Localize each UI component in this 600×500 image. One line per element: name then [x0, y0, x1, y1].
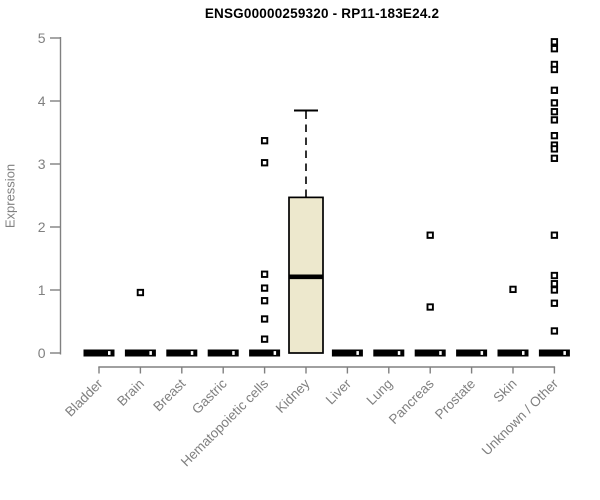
x-tick-label-brain: Brain — [114, 376, 147, 409]
outlier-unknown-other — [550, 327, 559, 335]
zero-box-notch-brain — [149, 351, 152, 355]
zero-box-notch-hematopoietic-cells — [273, 351, 277, 355]
y-axis-tick-label: 0 — [38, 345, 46, 361]
zero-box-notch-bladder — [108, 351, 111, 355]
outlier-hematopoietic-cells — [260, 159, 269, 167]
zero-box-unknown-other — [538, 349, 570, 357]
outlier-hematopoietic-cells — [260, 284, 269, 292]
outlier-hematopoietic-cells — [260, 270, 269, 278]
y-axis-tick-label: 3 — [38, 156, 46, 172]
zero-box-notch-breast — [190, 351, 194, 355]
zero-box-prostate — [456, 349, 488, 357]
outlier-unknown-other — [550, 131, 559, 140]
outlier-unknown-other — [550, 299, 559, 307]
x-tick-label-skin: Skin — [490, 376, 519, 405]
outlier-unknown-other — [550, 145, 559, 153]
zero-box-notch-gastric — [232, 351, 235, 355]
zero-box-liver — [331, 349, 363, 357]
x-tick-label-lung: Lung — [364, 376, 396, 408]
outlier-unknown-other — [550, 45, 559, 53]
outlier-hematopoietic-cells — [260, 137, 269, 145]
x-tick-label-unknown-other: Unknown / Other — [479, 376, 562, 459]
x-tick-label-breast: Breast — [150, 376, 188, 414]
zero-box-bladder — [83, 349, 115, 357]
outlier-unknown-other — [550, 286, 559, 294]
x-tick-label-kidney: Kidney — [273, 376, 313, 416]
zero-box-brain — [124, 349, 156, 357]
outlier-brain — [136, 288, 145, 297]
outlier-unknown-other — [550, 116, 559, 124]
outlier-unknown-other — [550, 271, 559, 280]
outlier-skin — [509, 285, 517, 294]
outlier-unknown-other — [550, 99, 559, 107]
zero-box-hematopoietic-cells — [249, 349, 281, 357]
outlier-unknown-other — [550, 65, 559, 74]
zero-box-pancreas — [414, 349, 446, 357]
outlier-hematopoietic-cells — [260, 297, 269, 305]
outlier-pancreas — [426, 231, 434, 239]
outlier-unknown-other — [550, 231, 559, 239]
zero-box-notch-pancreas — [439, 351, 442, 355]
outlier-unknown-other — [550, 86, 559, 94]
chart-title: ENSG00000259320 - RP11-183E24.2 — [204, 6, 440, 21]
y-axis-tick-label: 1 — [38, 282, 46, 298]
zero-box-notch-liver — [356, 351, 359, 355]
x-tick-label-gastric: Gastric — [189, 376, 230, 417]
zero-box-breast — [166, 349, 198, 357]
y-axis-tick-label: 2 — [38, 219, 46, 235]
outlier-unknown-other — [550, 38, 559, 46]
outlier-hematopoietic-cells — [260, 315, 269, 323]
x-tick-label-pancreas: Pancreas — [386, 376, 437, 427]
outlier-unknown-other — [550, 280, 559, 288]
outlier-unknown-other — [550, 108, 559, 116]
x-tick-label-liver: Liver — [323, 376, 355, 408]
zero-box-notch-prostate — [480, 351, 484, 355]
zero-box-notch-unknown-other — [563, 351, 566, 355]
y-axis-tick-label: 4 — [38, 93, 46, 109]
outlier-unknown-other — [550, 154, 559, 162]
zero-box-notch-skin — [522, 351, 525, 355]
zero-box-lung — [373, 349, 405, 357]
outlier-hematopoietic-cells — [260, 335, 269, 343]
outlier-pancreas — [426, 303, 434, 311]
x-tick-label-bladder: Bladder — [62, 376, 106, 420]
zero-box-notch-lung — [397, 351, 401, 355]
zero-box-skin — [497, 349, 529, 357]
x-tick-label-prostate: Prostate — [432, 376, 478, 422]
y-axis-tick-label: 5 — [38, 30, 46, 46]
zero-box-gastric — [207, 349, 239, 357]
